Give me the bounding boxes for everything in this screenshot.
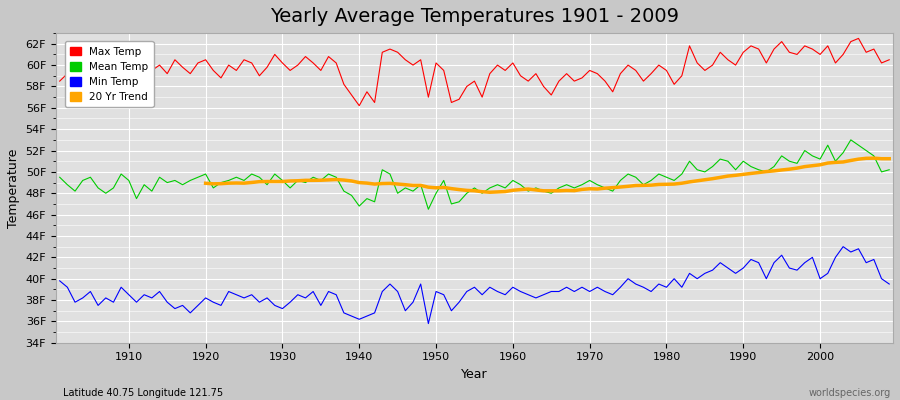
Max Temp: [515, 73, 526, 78]
Text: Latitude 40.75 Longitude 121.75: Latitude 40.75 Longitude 121.75: [63, 388, 223, 398]
20 Yr Trend: [777, 168, 788, 172]
Min Temp: [838, 244, 849, 249]
Min Temp: [423, 321, 434, 326]
Mean Temp: [423, 207, 434, 212]
Min Temp: [508, 285, 518, 290]
20 Yr Trend: [200, 181, 211, 186]
Mean Temp: [845, 138, 856, 142]
Max Temp: [853, 36, 864, 41]
Line: Mean Temp: Mean Temp: [59, 140, 889, 209]
Max Temp: [354, 103, 364, 108]
Max Temp: [331, 60, 342, 65]
Mean Temp: [331, 175, 342, 180]
Min Temp: [331, 292, 342, 297]
Max Temp: [884, 57, 895, 62]
Line: Max Temp: Max Temp: [59, 38, 889, 106]
20 Yr Trend: [792, 166, 803, 170]
Min Temp: [54, 278, 65, 283]
Line: 20 Yr Trend: 20 Yr Trend: [205, 158, 889, 192]
X-axis label: Year: Year: [461, 368, 488, 381]
Line: Min Temp: Min Temp: [59, 247, 889, 324]
Mean Temp: [608, 189, 618, 194]
Max Temp: [608, 89, 618, 94]
Y-axis label: Temperature: Temperature: [7, 148, 20, 228]
20 Yr Trend: [408, 183, 418, 188]
Mean Temp: [284, 186, 295, 190]
Min Temp: [608, 292, 618, 297]
20 Yr Trend: [484, 190, 495, 195]
20 Yr Trend: [684, 180, 695, 184]
20 Yr Trend: [884, 156, 895, 161]
Text: worldspecies.org: worldspecies.org: [809, 388, 891, 398]
Max Temp: [54, 79, 65, 84]
Max Temp: [284, 68, 295, 73]
Title: Yearly Average Temperatures 1901 - 2009: Yearly Average Temperatures 1901 - 2009: [270, 7, 679, 26]
Legend: Max Temp, Mean Temp, Min Temp, 20 Yr Trend: Max Temp, Mean Temp, Min Temp, 20 Yr Tre…: [65, 41, 154, 108]
Mean Temp: [508, 178, 518, 183]
Mean Temp: [884, 167, 895, 172]
Min Temp: [284, 300, 295, 304]
20 Yr Trend: [292, 178, 303, 183]
Mean Temp: [54, 175, 65, 180]
Mean Temp: [515, 182, 526, 187]
20 Yr Trend: [868, 156, 879, 160]
Min Temp: [116, 285, 127, 290]
Max Temp: [116, 71, 127, 76]
20 Yr Trend: [860, 156, 871, 161]
Mean Temp: [116, 172, 127, 176]
Min Temp: [515, 289, 526, 294]
Min Temp: [884, 282, 895, 286]
Max Temp: [508, 60, 518, 65]
